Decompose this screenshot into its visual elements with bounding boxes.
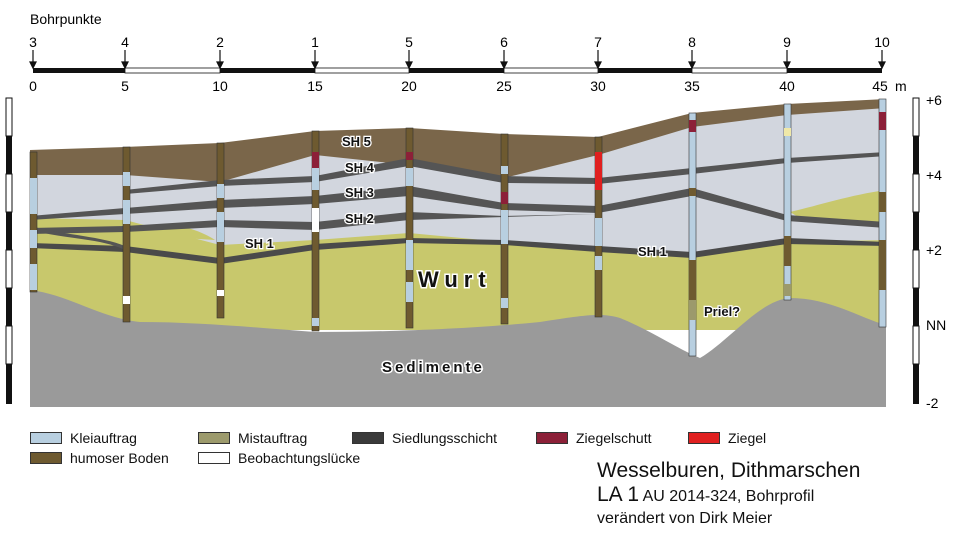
bore-column: [878, 98, 887, 328]
caption-reference-line: LA 1 AU 2014-324, Bohrprofil: [597, 484, 947, 508]
sh3-layer: [30, 186, 886, 228]
bore-id-label: 9: [783, 34, 791, 50]
distance-tick-label: 30: [590, 78, 606, 94]
elevation-label: +2: [926, 242, 942, 258]
bore-column: [688, 112, 697, 357]
legend-swatch: [30, 452, 62, 464]
bore-column: [594, 136, 603, 318]
distance-tick-label: 20: [401, 78, 417, 94]
bore-column: [783, 103, 792, 301]
elevation-label: NN: [926, 317, 946, 333]
profile: [30, 99, 886, 407]
caption-id: LA 1: [597, 483, 640, 506]
wurt-label: Wurt: [418, 267, 492, 292]
legend-swatch: [536, 432, 568, 444]
distance-scale: [33, 67, 882, 74]
bore-column: [29, 151, 38, 293]
bore-id-label: 7: [594, 34, 602, 50]
sh1-layer: [30, 238, 886, 264]
legend-label: Ziegel: [728, 430, 767, 446]
legend-label: Beobachtungslücke: [238, 450, 361, 466]
legend-item: Ziegelschutt: [536, 430, 651, 446]
caption-title: Wesselburen, Dithmarschen: [597, 459, 861, 482]
legend-item: Kleiauftrag: [30, 430, 137, 446]
legend-item: Siedlungsschicht: [352, 430, 497, 446]
legend-label: Siedlungsschicht: [392, 430, 498, 446]
distance-tick-label: 25: [496, 78, 512, 94]
sh3-label: SH 3: [345, 185, 374, 200]
distance-tick-label: 5: [121, 78, 129, 94]
bore-column: [311, 130, 320, 332]
legend: Kleiauftrag Mistauftrag Siedlungsschicht…: [30, 430, 766, 470]
bore-id-label: 1: [311, 34, 319, 50]
legend-swatch: [30, 432, 62, 444]
elevation-label: +6: [926, 92, 942, 108]
distance-tick-label: 45: [872, 78, 888, 94]
sh2-label: SH 2: [345, 211, 374, 226]
bore-column: [216, 142, 225, 319]
bohrpunkte-title: Bohrpunkte: [30, 11, 102, 27]
caption: Wesselburen, Dithmarschen LA 1 AU 2014-3…: [597, 458, 947, 530]
sh1-left-label: SH 1: [245, 236, 274, 251]
sh5-label: SH 5: [342, 134, 371, 149]
elevation-label: +4: [926, 167, 942, 183]
bore-id-label: 10: [874, 34, 890, 50]
legend-label: humoser Boden: [70, 450, 169, 466]
wurt-layer: [30, 218, 886, 330]
distance-tick-label: 0: [29, 78, 37, 94]
legend-swatch: [352, 432, 384, 444]
bore-id-label: 2: [216, 34, 224, 50]
bore-column: [500, 133, 509, 325]
caption-ref: AU 2014-324, Bohrprofil: [642, 488, 815, 505]
distance-tick-label: 40: [779, 78, 795, 94]
bore-id-label: 4: [121, 34, 129, 50]
sh1-right-label: SH 1: [638, 244, 667, 259]
legend-label: Ziegelschutt: [576, 430, 652, 446]
elevation-bar-right: [912, 97, 920, 404]
legend-swatch: [198, 452, 230, 464]
legend-label: Kleiauftrag: [70, 430, 137, 446]
bore-id-label: 5: [405, 34, 413, 50]
legend-swatch: [688, 432, 720, 444]
humus-top-layer: [30, 99, 886, 182]
legend-item: Mistauftrag: [198, 430, 307, 446]
priel-label: Priel?: [704, 304, 740, 319]
bore-id-label: 3: [29, 34, 37, 50]
distance-tick-label: 15: [307, 78, 323, 94]
legend-item: humoser Boden: [30, 450, 169, 466]
bore-column: [405, 127, 414, 329]
elevation-label: -2: [926, 395, 939, 411]
bore-columns: [29, 98, 887, 357]
distance-unit-label: m: [895, 78, 907, 94]
legend-label: Mistauftrag: [238, 430, 308, 446]
caption-credit: verändert von Dirk Meier: [597, 510, 773, 527]
bore-id-label: 6: [500, 34, 508, 50]
elevation-bar-left: [5, 97, 13, 404]
bore-column: [122, 146, 131, 323]
sh4-label: SH 4: [345, 160, 375, 175]
bore-arrows: [29, 50, 886, 70]
legend-item: Ziegel: [688, 430, 766, 446]
distance-tick-label: 35: [684, 78, 700, 94]
distance-tick-label: 10: [212, 78, 228, 94]
sedimente-label: Sedimente: [382, 359, 485, 376]
legend-item: Beobachtungslücke: [198, 450, 360, 466]
bore-id-label: 8: [688, 34, 696, 50]
legend-swatch: [198, 432, 230, 444]
sediment-layer: [30, 290, 886, 407]
